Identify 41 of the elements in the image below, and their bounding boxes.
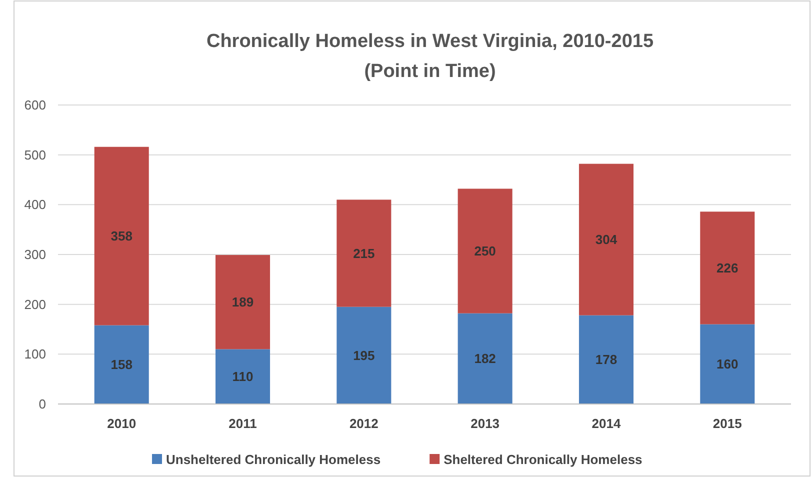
x-tick-label: 2014 [592,416,622,431]
y-tick-label: 0 [38,396,46,412]
y-tick-label: 600 [24,98,46,113]
bar [458,313,512,404]
legend-label: Sheltered Chronically Homeless [444,452,642,467]
bar [94,146,149,326]
data-label: 189 [232,294,254,310]
data-label: 160 [716,356,738,372]
data-label: 358 [110,228,132,244]
data-label: 158 [110,357,132,372]
data-label: 182 [474,351,496,366]
data-label: 215 [353,246,375,261]
chart-title: Chronically Homeless in West Virginia, 2010-2015 [206,31,654,52]
bar [700,212,755,324]
x-tick-label: 2010 [107,416,136,431]
chart-subtitle: (Point in Time) [364,61,496,82]
bar [700,324,755,404]
y-tick-label: 300 [24,247,46,262]
data-label: 195 [353,348,375,363]
bar [94,325,149,404]
x-tick-label: 2011 [228,416,257,431]
data-label: 178 [595,352,618,368]
x-tick-label: 2015 [712,416,742,431]
data-label: 110 [232,369,254,384]
data-label: 250 [474,244,496,259]
data-label: 226 [716,260,738,276]
bar [578,164,634,316]
x-tick-label: 2012 [349,416,378,431]
bar [578,315,634,404]
y-tick-label: 500 [24,147,46,162]
y-tick-label: 400 [24,197,46,212]
bar [216,255,270,350]
bar [336,306,392,404]
bar [216,349,270,404]
x-tick-label: 2013 [470,416,500,431]
bar [458,188,512,314]
data-label: 304 [595,232,618,248]
y-tick-label: 200 [24,296,46,312]
y-tick-label: 100 [24,346,46,362]
legend-label: Unsheltered Chronically Homeless [166,452,381,467]
bar [336,200,392,307]
